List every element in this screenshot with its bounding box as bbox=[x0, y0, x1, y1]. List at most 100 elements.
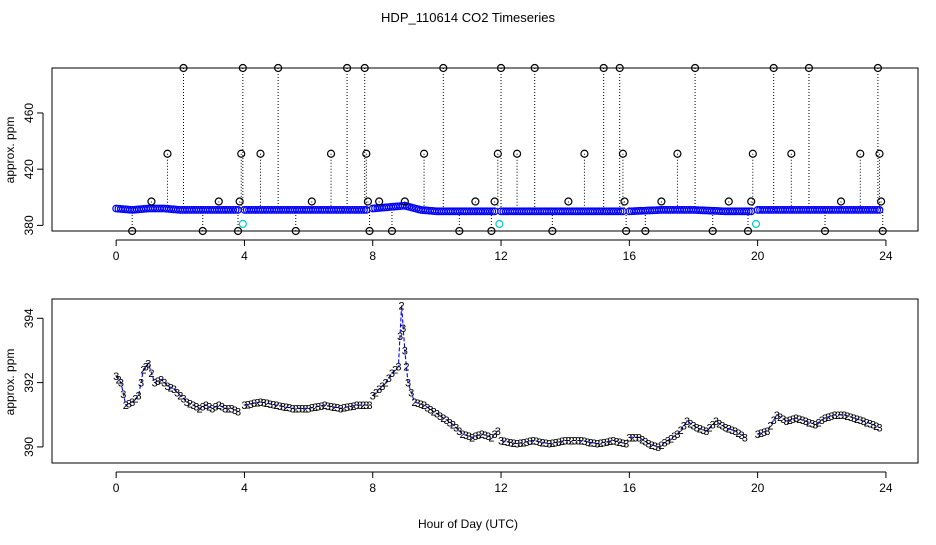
bottom-series-point: 3 bbox=[328, 401, 334, 413]
bottom-series-point: 3 bbox=[241, 400, 247, 412]
bottom-series-point: 3 bbox=[155, 376, 161, 388]
bottom-series-point: 3 bbox=[334, 403, 340, 415]
top-flagged-point bbox=[198, 226, 207, 236]
top-flagged-point bbox=[439, 63, 448, 73]
top-x-axis: 0 4 8 12 16 20 24 bbox=[113, 239, 893, 263]
bottom-series-point: 2 bbox=[501, 436, 507, 448]
top-flagged-point bbox=[787, 149, 796, 158]
bottom-series-point: 2 bbox=[825, 412, 831, 424]
top-flagged-point bbox=[747, 197, 756, 206]
bottom-series-point: 3 bbox=[492, 429, 498, 441]
bottom-series-point: 3 bbox=[400, 323, 406, 335]
bottom-series-point: 3 bbox=[652, 441, 658, 453]
bottom-series-point: 2 bbox=[806, 417, 812, 429]
bottom-series-point: 3 bbox=[860, 416, 866, 428]
bottom-series-point: 3 bbox=[838, 410, 844, 422]
bottom-series-point: 3 bbox=[376, 384, 382, 396]
bottom-series-point: 3 bbox=[591, 438, 597, 450]
bottom-series-point: 3 bbox=[370, 390, 376, 402]
bottom-series-point: 3 bbox=[267, 399, 273, 411]
bottom-series-point: 2 bbox=[597, 438, 603, 450]
top-flagged-point bbox=[179, 63, 188, 73]
bottom-series-point: 2 bbox=[716, 418, 722, 430]
bottom-series-point: 2 bbox=[383, 378, 389, 390]
bottom-series-point: 3 bbox=[415, 398, 421, 410]
bottom-series-point: 3 bbox=[514, 439, 520, 451]
top-flagged-point bbox=[235, 197, 244, 206]
bottom-x-tick-label: 20 bbox=[751, 481, 765, 495]
bottom-series-point: 2 bbox=[735, 428, 741, 440]
bottom-series-point: 3 bbox=[662, 438, 668, 450]
bottom-x-tick-label: 0 bbox=[113, 481, 120, 495]
top-flagged-point bbox=[641, 226, 650, 236]
top-flagged-point bbox=[724, 197, 733, 206]
bottom-y-tick-label: 392 bbox=[22, 372, 36, 392]
bottom-series-point: 2 bbox=[399, 300, 405, 312]
top-x-tick-label: 0 bbox=[113, 249, 120, 263]
bottom-series-point: 2 bbox=[697, 424, 703, 436]
bottom-series-point: 3 bbox=[347, 401, 353, 413]
bottom-series-point: 2 bbox=[835, 410, 841, 422]
top-x-tick-label: 20 bbox=[751, 249, 765, 263]
bottom-series-point: 3 bbox=[379, 381, 385, 393]
bottom-series-point: 3 bbox=[812, 419, 818, 431]
bottom-series-point: 2 bbox=[115, 374, 121, 386]
bottom-series-point: 2 bbox=[331, 402, 337, 414]
top-flagged-point bbox=[400, 197, 409, 206]
bottom-series-point: 3 bbox=[193, 402, 199, 414]
bottom-series-point: 3 bbox=[164, 381, 170, 393]
bottom-series-point: 2 bbox=[350, 401, 356, 413]
bottom-series-point: 2 bbox=[816, 417, 822, 429]
bottom-series-points: 3233233233233233233233233233233233233233… bbox=[113, 300, 882, 453]
bottom-series-point: 3 bbox=[315, 401, 321, 413]
bottom-series-point: 3 bbox=[120, 389, 126, 401]
bottom-series-point: 3 bbox=[604, 437, 610, 449]
top-flagged-point bbox=[622, 226, 631, 236]
bottom-series-point: 2 bbox=[767, 420, 773, 432]
top-flagged-point bbox=[690, 63, 700, 73]
bottom-series-point: 2 bbox=[254, 398, 260, 410]
bottom-series-point: 2 bbox=[706, 423, 712, 435]
bottom-series-point: 3 bbox=[774, 410, 780, 422]
bottom-series-point: 3 bbox=[575, 435, 581, 447]
bottom-series-point: 3 bbox=[427, 404, 433, 416]
top-flagged-point bbox=[147, 197, 156, 206]
bottom-series-point: 3 bbox=[819, 415, 825, 427]
top-flagged-point bbox=[365, 226, 374, 236]
bottom-series-point: 3 bbox=[277, 401, 283, 413]
top-flagged-point bbox=[657, 197, 666, 206]
bottom-series-point: 3 bbox=[402, 345, 408, 357]
bottom-series-point: 3 bbox=[280, 401, 286, 413]
bottom-series-point: 2 bbox=[844, 411, 850, 423]
top-flagged-point bbox=[291, 226, 300, 236]
bottom-series-point: 3 bbox=[841, 410, 847, 422]
top-flagged-point bbox=[387, 226, 397, 236]
bottom-series-point: 2 bbox=[216, 400, 222, 412]
bottom-series-point: 3 bbox=[783, 416, 789, 428]
bottom-series-point: 3 bbox=[299, 403, 305, 415]
top-flagged-point bbox=[856, 149, 865, 158]
bottom-series-point: 3 bbox=[405, 378, 411, 390]
bottom-series-point: 3 bbox=[174, 387, 180, 399]
bottom-series-point: 2 bbox=[726, 424, 732, 436]
bottom-series-point: 2 bbox=[678, 425, 684, 437]
bottom-series-point: 3 bbox=[466, 431, 472, 443]
bottom-series-point: 3 bbox=[623, 439, 629, 451]
bottom-series-point: 2 bbox=[411, 397, 417, 409]
top-y-tick-label: 460 bbox=[22, 103, 36, 123]
top-baseline-point bbox=[486, 207, 494, 216]
bottom-series-point: 2 bbox=[392, 365, 398, 377]
bottom-series-point: 2 bbox=[854, 414, 860, 426]
bottom-series-point: 3 bbox=[700, 425, 706, 437]
bottom-plot-frame bbox=[51, 298, 919, 464]
bottom-series-point: 3 bbox=[289, 403, 295, 415]
top-x-tick-label: 8 bbox=[369, 249, 376, 263]
top-flagged-point bbox=[375, 197, 384, 206]
bottom-series-point: 3 bbox=[527, 436, 533, 448]
bottom-series-point: 2 bbox=[148, 368, 154, 380]
bottom-series-point: 3 bbox=[690, 420, 696, 432]
top-flagged-point bbox=[615, 63, 624, 73]
top-x-tick-label: 4 bbox=[241, 249, 248, 263]
top-flagged-point bbox=[256, 149, 265, 158]
